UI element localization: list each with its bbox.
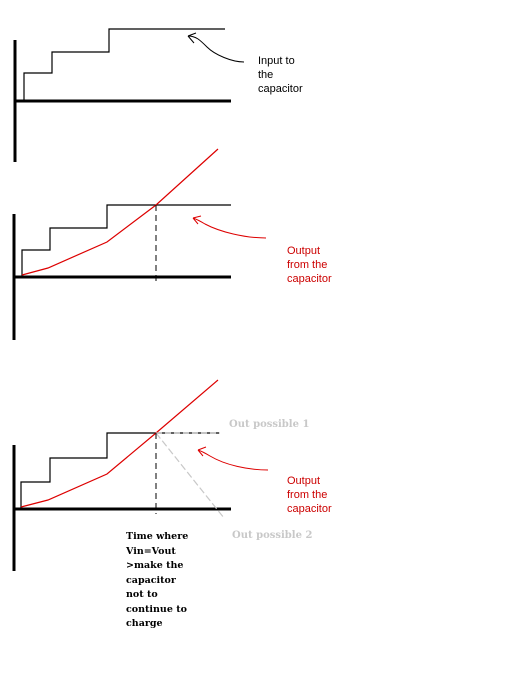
panel-1-input: [13, 28, 245, 162]
panel-1-input-staircase: [23, 28, 225, 101]
panel-3-input-staircase: [20, 432, 219, 509]
label-out-possible-2: Out possible 2: [232, 530, 313, 541]
panel-3-arrow: [197, 446, 269, 471]
panel-3-output-curve: [20, 379, 219, 508]
panel-3-out-possible-2-line: [155, 432, 225, 519]
panel-1-arrow: [187, 32, 245, 63]
label-out-possible-1: Out possible 1: [229, 419, 310, 430]
panel-3-possible-outputs: [12, 379, 269, 571]
panel-2-input-staircase: [21, 204, 231, 277]
panel-2-output-curve: [21, 148, 219, 276]
label-time-note: Time where Vin=Vout >make the capacitor …: [126, 531, 189, 629]
label-output-from-capacitor-1: Output from the capacitor: [287, 245, 332, 285]
panel-2-output: [12, 148, 267, 340]
label-output-from-capacitor-2: Output from the capacitor: [287, 475, 332, 515]
label-input-to-capacitor: Input to the capacitor: [258, 55, 303, 95]
panel-2-arrow: [192, 215, 267, 239]
